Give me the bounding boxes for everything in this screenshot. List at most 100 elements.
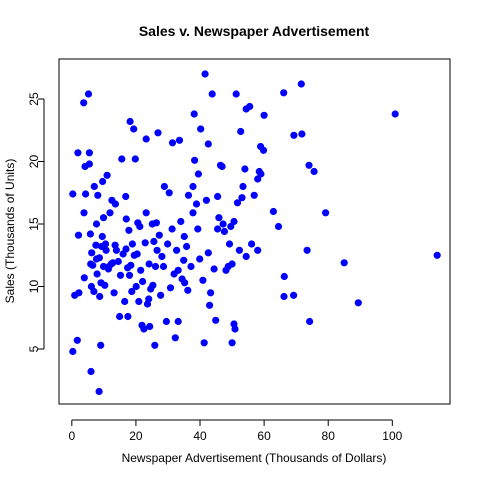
data-point-188 [305,161,313,169]
data-point-10 [80,209,88,217]
data-point-184 [290,131,298,139]
data-point-137 [204,140,212,148]
data-point-152 [225,240,234,248]
data-point-40 [102,246,110,254]
data-point-15 [87,367,95,376]
data-point-148 [219,220,227,228]
data-point-193 [354,299,362,307]
data-point-75 [135,297,143,306]
data-point-36 [99,214,108,222]
data-point-20 [89,261,97,269]
data-point-81 [141,239,149,247]
data-point-67 [128,287,136,296]
data-point-0 [69,347,77,356]
data-point-134 [201,70,209,78]
data-point-143 [214,225,222,233]
y-tick-label: 15 [27,217,41,231]
data-point-53 [116,312,124,321]
data-point-2 [69,190,77,198]
data-point-51 [112,246,120,254]
x-tick-label: 80 [322,429,336,443]
data-point-94 [152,219,160,227]
data-point-175 [257,170,265,178]
data-point-66 [127,261,135,269]
data-point-5 [74,231,83,239]
data-point-12 [84,90,93,98]
data-point-97 [155,231,163,239]
data-point-176 [259,146,268,154]
data-point-57 [121,297,129,306]
data-point-138 [206,301,214,309]
data-point-50 [110,289,118,297]
data-point-194 [391,110,399,118]
data-point-62 [124,312,132,321]
data-point-120 [184,191,193,199]
data-point-72 [132,282,140,291]
data-point-65 [126,117,134,126]
data-point-141 [210,265,218,273]
data-point-39 [101,240,110,248]
data-point-71 [131,155,139,163]
data-point-47 [109,259,117,267]
x-axis-label: Newspaper Advertisement (Thousands of Do… [122,451,387,465]
x-tick-label: 0 [68,429,75,443]
data-point-164 [239,182,247,191]
data-point-4 [75,289,83,297]
data-point-69 [130,125,138,133]
data-point-92 [151,341,159,349]
data-point-160 [233,199,242,207]
data-point-77 [137,266,145,274]
data-point-99 [158,252,166,261]
data-points [69,70,441,396]
data-point-129 [194,170,202,178]
data-point-161 [235,246,243,254]
data-point-34 [99,177,107,186]
data-point-60 [122,215,130,223]
y-tick-label: 25 [27,92,41,106]
data-point-23 [90,182,98,191]
data-point-87 [146,322,154,331]
data-point-83 [142,135,150,143]
y-tick-label: 20 [27,155,41,169]
data-point-86 [145,260,153,268]
data-point-52 [114,257,122,266]
data-point-59 [122,192,130,201]
data-point-24 [92,220,101,228]
data-point-102 [162,317,170,326]
data-point-33 [98,232,106,241]
data-point-165 [241,165,249,173]
data-point-131 [197,125,205,133]
data-point-187 [303,246,311,254]
data-point-54 [116,271,125,279]
data-point-135 [202,196,210,204]
plot-frame [58,58,451,405]
data-point-11 [80,274,88,282]
data-point-16 [85,149,93,157]
data-point-110 [173,246,181,254]
data-point-58 [122,245,130,253]
data-point-101 [160,182,168,191]
y-tick-label: 5 [27,345,41,352]
data-point-136 [204,249,212,257]
data-point-183 [290,291,298,299]
data-point-157 [230,217,238,226]
data-point-191 [322,209,330,217]
data-point-29 [95,254,103,262]
data-point-111 [174,266,182,274]
data-point-167 [242,252,250,261]
data-point-116 [180,256,188,264]
data-point-181 [280,272,288,281]
data-point-122 [187,262,195,271]
data-point-168 [246,102,254,111]
data-point-113 [175,136,184,144]
data-point-104 [165,189,173,197]
data-point-91 [150,237,158,246]
data-point-185 [297,80,305,88]
data-point-90 [149,281,157,289]
data-point-140 [208,90,216,98]
data-point-145 [215,214,223,222]
data-point-79 [139,277,147,286]
data-point-26 [93,270,101,278]
data-point-21 [90,287,98,296]
data-point-179 [274,222,283,231]
